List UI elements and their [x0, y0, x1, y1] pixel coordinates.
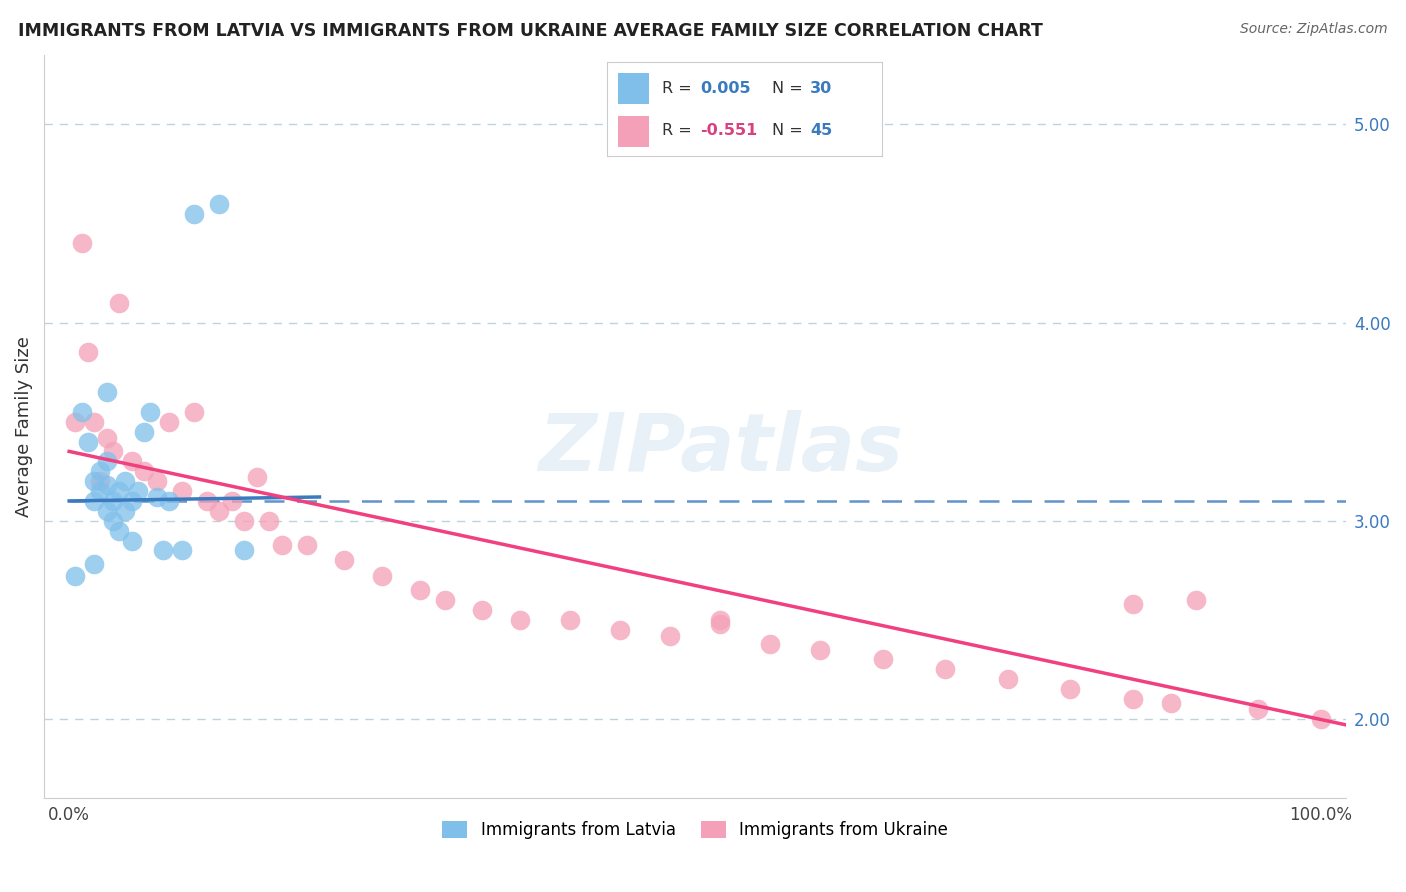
Point: [1059, 682, 1081, 697]
Point: [183, 207, 205, 221]
Point: [114, 504, 136, 518]
Point: [195, 494, 218, 508]
Point: [114, 474, 136, 488]
Point: [208, 196, 231, 211]
Point: [65, 415, 87, 429]
Text: 45: 45: [810, 123, 832, 138]
Point: [77, 434, 100, 449]
Text: R =: R =: [662, 123, 697, 138]
Y-axis label: Average Family Size: Average Family Size: [15, 336, 32, 517]
Point: [108, 483, 131, 498]
Legend: Immigrants from Latvia, Immigrants from Ukraine: Immigrants from Latvia, Immigrants from …: [436, 814, 955, 846]
Point: [83, 494, 105, 508]
Text: -0.551: -0.551: [700, 123, 758, 138]
Point: [89, 474, 111, 488]
Point: [1122, 597, 1144, 611]
Text: 0.005: 0.005: [700, 80, 751, 95]
Point: [145, 474, 167, 488]
Point: [121, 454, 143, 468]
Point: [108, 524, 131, 538]
Point: [127, 483, 149, 498]
Point: [96, 478, 118, 492]
Point: [997, 673, 1019, 687]
Point: [558, 613, 581, 627]
Text: 30: 30: [810, 80, 832, 95]
Point: [121, 494, 143, 508]
Point: [709, 613, 731, 627]
Point: [271, 537, 294, 551]
Text: ZIPatlas: ZIPatlas: [538, 410, 904, 488]
Point: [658, 629, 681, 643]
Point: [371, 569, 394, 583]
Point: [96, 431, 118, 445]
Point: [65, 569, 87, 583]
Point: [295, 537, 318, 551]
Point: [101, 494, 124, 508]
Point: [609, 623, 631, 637]
Point: [709, 616, 731, 631]
Point: [408, 583, 430, 598]
Text: IMMIGRANTS FROM LATVIA VS IMMIGRANTS FROM UKRAINE AVERAGE FAMILY SIZE CORRELATIO: IMMIGRANTS FROM LATVIA VS IMMIGRANTS FRO…: [18, 22, 1043, 40]
Point: [808, 642, 831, 657]
Text: Source: ZipAtlas.com: Source: ZipAtlas.com: [1240, 22, 1388, 37]
Point: [233, 514, 256, 528]
FancyBboxPatch shape: [619, 116, 648, 147]
Point: [134, 425, 156, 439]
Point: [872, 652, 894, 666]
Point: [77, 345, 100, 359]
Point: [433, 593, 456, 607]
Point: [96, 454, 118, 468]
Point: [170, 543, 193, 558]
Text: N =: N =: [772, 80, 808, 95]
Point: [1122, 692, 1144, 706]
Point: [70, 405, 93, 419]
Point: [157, 494, 180, 508]
Point: [70, 236, 93, 251]
Point: [246, 470, 269, 484]
FancyBboxPatch shape: [619, 73, 648, 103]
Point: [509, 613, 531, 627]
Point: [101, 514, 124, 528]
Text: N =: N =: [772, 123, 808, 138]
Point: [101, 444, 124, 458]
Point: [1184, 593, 1206, 607]
Point: [333, 553, 356, 567]
Point: [134, 464, 156, 478]
Point: [145, 490, 167, 504]
Point: [83, 558, 105, 572]
Point: [89, 464, 111, 478]
Point: [1160, 696, 1182, 710]
Point: [221, 494, 243, 508]
Point: [170, 483, 193, 498]
Point: [157, 415, 180, 429]
Point: [96, 384, 118, 399]
Point: [208, 504, 231, 518]
Point: [83, 415, 105, 429]
Point: [152, 543, 174, 558]
Point: [121, 533, 143, 548]
Point: [1309, 712, 1331, 726]
Point: [471, 603, 494, 617]
Text: R =: R =: [662, 80, 697, 95]
Point: [759, 637, 782, 651]
Point: [139, 405, 162, 419]
Point: [183, 405, 205, 419]
Point: [1247, 702, 1270, 716]
Point: [934, 662, 956, 676]
Point: [96, 504, 118, 518]
Point: [83, 474, 105, 488]
Point: [259, 514, 281, 528]
Point: [89, 483, 111, 498]
Point: [108, 295, 131, 310]
Point: [233, 543, 256, 558]
